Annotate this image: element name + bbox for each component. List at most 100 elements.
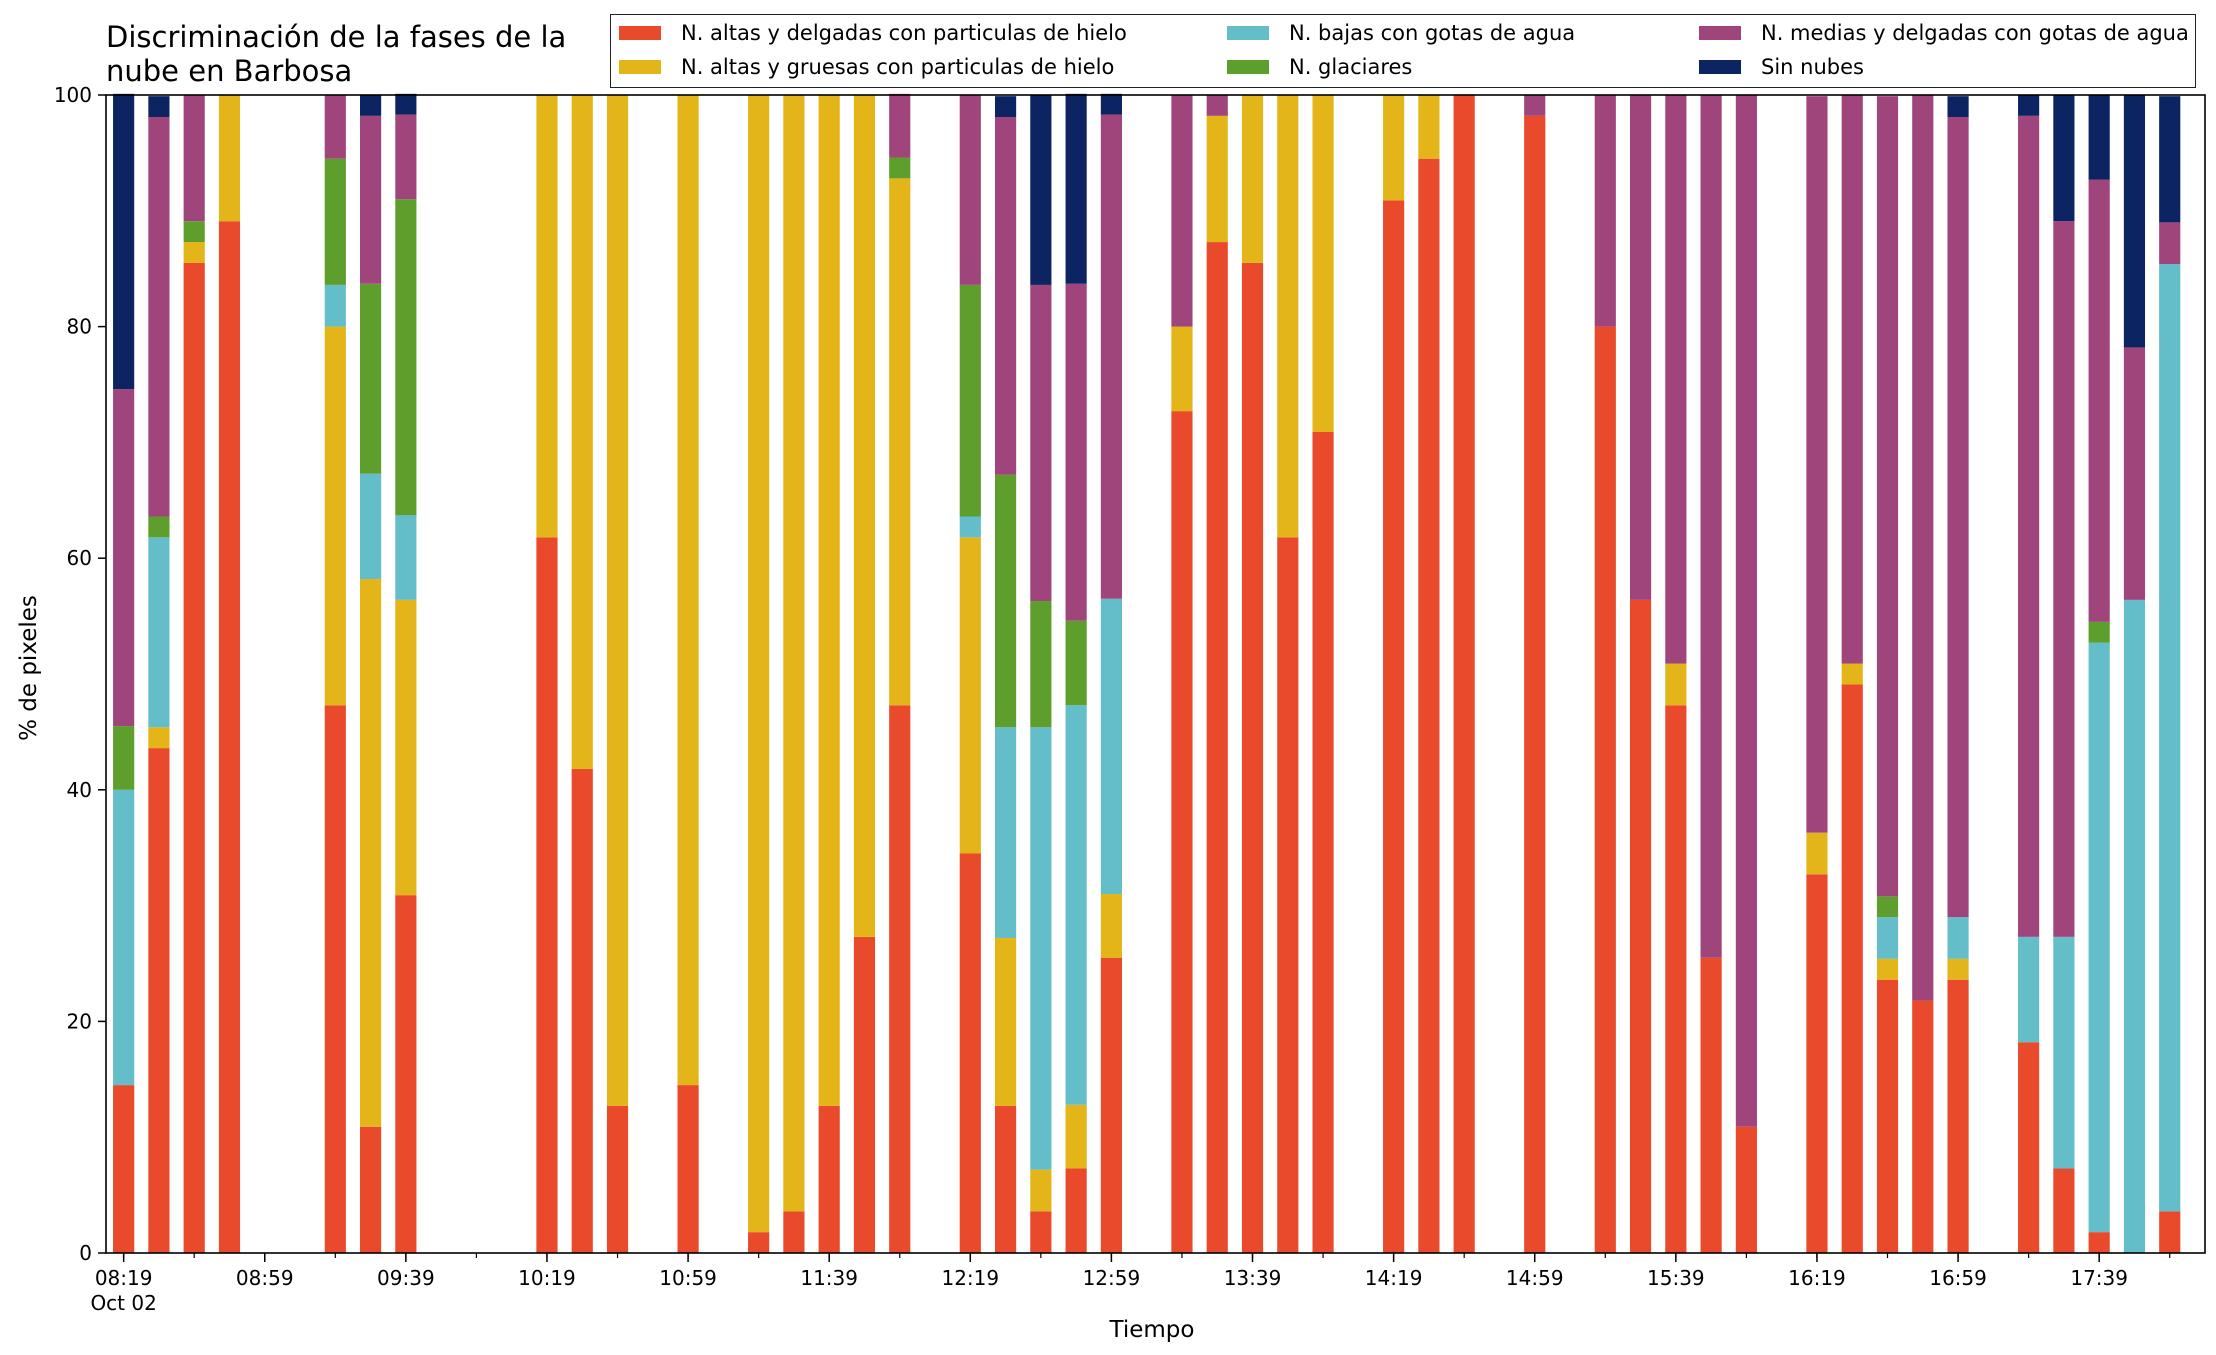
bar-segment	[1100, 598, 1122, 895]
bar-segment	[1030, 601, 1052, 728]
bar-segment	[360, 1126, 382, 1253]
bar-segment	[1171, 411, 1193, 1253]
bar-segment	[571, 95, 593, 769]
bar-segment	[148, 516, 170, 538]
bar-segment	[1700, 95, 1722, 958]
bar-segment	[1735, 1126, 1757, 1253]
legend-swatch	[1227, 60, 1269, 74]
bar-segment	[360, 283, 382, 474]
bar-segment	[959, 284, 981, 517]
bar-segment	[1030, 727, 1052, 1170]
x-tick-label: 12:19	[941, 1266, 999, 1290]
bar-segment	[1594, 95, 1616, 327]
legend-label: Sin nubes	[1761, 55, 1864, 79]
bar-segment	[1100, 894, 1122, 958]
bar-segment	[748, 1232, 770, 1253]
bar-segment	[1171, 95, 1193, 327]
bar-segment	[395, 93, 417, 115]
bar-segment	[536, 95, 558, 538]
bar-group	[113, 93, 2181, 1254]
legend-swatch	[1227, 26, 1269, 40]
x-tick-label: 08:19	[95, 1266, 153, 1290]
chart-title-line-2: nube en Barbosa	[106, 54, 353, 88]
bar-segment	[113, 389, 135, 727]
bar-segment	[1030, 1211, 1052, 1253]
x-tick-label: 14:59	[1506, 1266, 1564, 1290]
bar-segment	[2088, 621, 2110, 643]
legend-label: N. altas y delgadas con particulas de hi…	[681, 21, 1127, 45]
plot-frame	[105, 94, 2206, 1254]
bar-segment	[994, 474, 1017, 728]
bar-segment	[2159, 264, 2181, 1212]
bar-segment	[1665, 95, 1687, 664]
bar-segment	[1065, 283, 1087, 621]
bar-segment	[1030, 95, 1052, 285]
bar-segment	[1241, 262, 1264, 1253]
bar-segment	[2053, 936, 2075, 1169]
bar-segment	[2159, 96, 2181, 223]
bar-segment	[1524, 115, 1546, 1254]
bar-segment	[183, 262, 205, 1253]
bar-segment	[536, 537, 558, 1253]
bar-segment	[1030, 1169, 1052, 1212]
bar-segment	[994, 727, 1017, 939]
legend-swatch	[619, 60, 661, 74]
bar-segment	[994, 96, 1017, 117]
bar-segment	[2123, 347, 2146, 600]
bar-segment	[395, 515, 417, 600]
bar-segment	[113, 93, 135, 390]
bar-segment	[1735, 95, 1757, 1127]
bar-segment	[783, 1211, 805, 1253]
bar-segment	[2123, 95, 2146, 348]
bar-segment	[1383, 95, 1405, 201]
bar-segment	[853, 936, 876, 1253]
bar-segment	[1947, 979, 1969, 1253]
bar-segment	[1206, 95, 1228, 116]
bar-segment	[2123, 599, 2146, 1253]
bar-segment	[1100, 93, 1122, 115]
bar-segment	[324, 326, 346, 706]
bar-segment	[889, 93, 911, 158]
bar-segment	[2018, 115, 2040, 937]
bar-segment	[360, 579, 382, 1127]
bar-segment	[395, 895, 417, 1253]
legend-swatch	[1699, 60, 1741, 74]
bar-segment	[360, 473, 382, 580]
bar-segment	[1065, 620, 1087, 706]
y-tick-label: 40	[67, 778, 92, 802]
x-tick-label: 10:19	[518, 1266, 576, 1290]
bar-segment	[1876, 979, 1899, 1253]
bar-segment	[113, 1085, 135, 1253]
x-tick-sublabel: Oct 02	[90, 1291, 156, 1315]
chart-title: Discriminación de la fases de la nube en…	[106, 20, 626, 88]
bar-segment	[1912, 95, 1934, 1001]
bar-segment	[889, 157, 911, 179]
bar-segment	[1418, 95, 1440, 159]
bar-segment	[783, 95, 805, 1212]
bar-segment	[571, 768, 593, 1253]
bar-segment	[148, 748, 170, 1253]
bar-segment	[1841, 663, 1863, 685]
bar-segment	[2053, 1168, 2075, 1253]
bar-segment	[2018, 95, 2040, 116]
chart-title-line-1: Discriminación de la fases de la	[106, 20, 567, 54]
bar-segment	[1806, 96, 1828, 833]
bar-segment	[1876, 96, 1899, 897]
bar-segment	[1876, 896, 1899, 918]
bar-segment	[148, 117, 170, 517]
bar-segment	[959, 537, 981, 854]
bar-segment	[853, 95, 876, 937]
bar-segment	[606, 95, 629, 1106]
bar-segment	[1100, 957, 1122, 1253]
bar-segment	[1629, 599, 1652, 1253]
bar-segment	[1665, 705, 1687, 1253]
legend-label: N. glaciares	[1289, 55, 1413, 79]
bar-segment	[1947, 917, 1969, 959]
bar-segment	[748, 95, 770, 1233]
x-tick-label: 12:59	[1083, 1266, 1141, 1290]
bar-segment	[183, 221, 205, 243]
bar-segment	[1806, 832, 1828, 875]
legend-label: N. medias y delgadas con gotas de agua	[1761, 21, 2189, 45]
x-tick-label: 11:39	[800, 1266, 858, 1290]
legend-swatch	[1699, 26, 1741, 40]
